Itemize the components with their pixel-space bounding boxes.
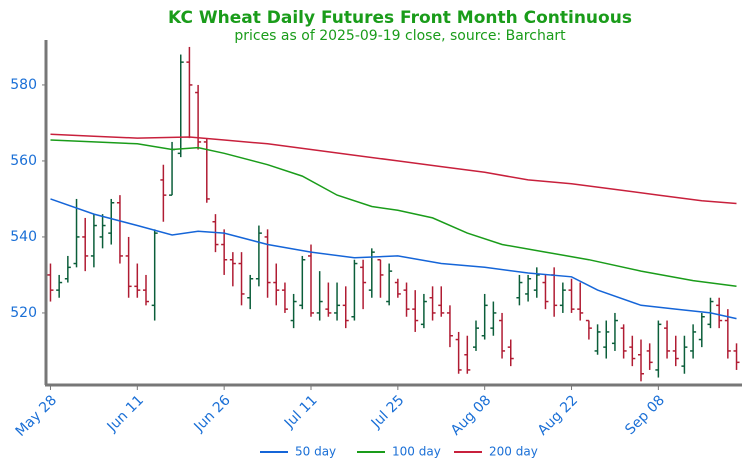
x-tick-label: Jun 11 (104, 392, 147, 435)
x-tick-label: Jul 11 (281, 392, 321, 432)
chart-subtitle: prices as of 2025-09-19 close, source: B… (234, 28, 566, 44)
y-tick-label: 560 (10, 153, 37, 169)
ma-line (50, 139, 737, 288)
y-tick-label: 540 (10, 229, 37, 245)
x-tick-label: May 28 (13, 392, 61, 440)
ma-line (50, 133, 737, 205)
x-tick-label: Jun 26 (191, 392, 234, 435)
x-tick-label: Aug 08 (448, 392, 494, 438)
x-tick-label: Jul 25 (368, 392, 408, 432)
legend-label: 50 day (295, 445, 336, 459)
ma-line (50, 198, 737, 320)
x-tick-label: Sep 08 (622, 392, 668, 438)
y-tick-label: 580 (10, 77, 37, 93)
chart-title: KC Wheat Daily Futures Front Month Conti… (168, 8, 632, 28)
y-tick-label: 520 (10, 305, 37, 321)
x-tick-label: Aug 22 (535, 392, 581, 438)
legend-label: 100 day (392, 445, 441, 459)
legend-label: 200 day (489, 445, 538, 459)
